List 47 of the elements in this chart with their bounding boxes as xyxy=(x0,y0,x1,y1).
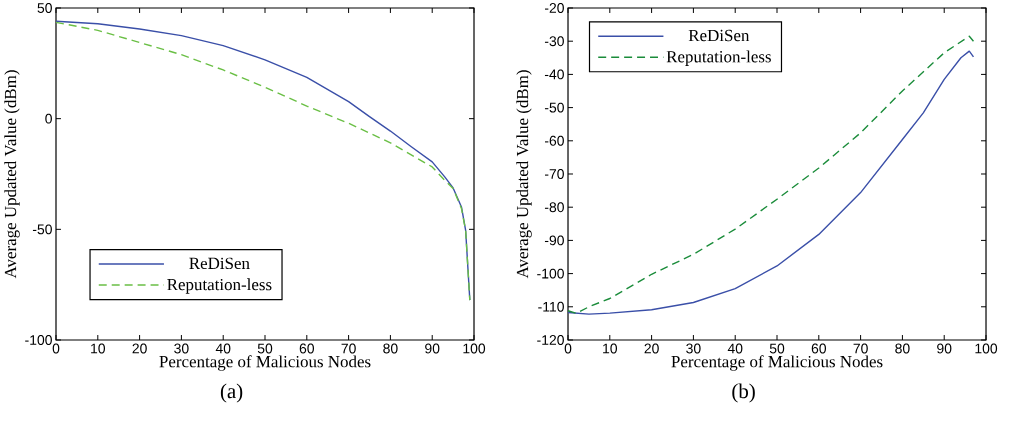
y-tick-label: -20 xyxy=(544,3,564,13)
x-tick-label: 80 xyxy=(383,343,398,354)
x-axis-title: Percentage of Malicious Nodes xyxy=(159,355,371,371)
y-tick-label: -30 xyxy=(544,36,564,47)
y-tick-label: 0 xyxy=(45,113,52,124)
x-tick-label: 30 xyxy=(174,343,189,354)
text: (a) xyxy=(220,383,243,403)
x-tick-label: 0 xyxy=(564,343,572,354)
y-tick-label: -90 xyxy=(544,235,564,246)
legend-label: ReDiSen xyxy=(688,29,750,42)
y-axis-title: Average Updated Value (dBm) xyxy=(4,70,20,279)
y-tick-label: -100 xyxy=(537,268,564,279)
y-axis-title: Average Updated Value (dBm) xyxy=(516,70,532,279)
y-tick-label: -100 xyxy=(25,335,52,345)
x-tick-label: 50 xyxy=(257,343,273,354)
x-tick-label: 30 xyxy=(686,343,701,354)
x-tick-label: 70 xyxy=(341,343,356,354)
x-tick-label: 100 xyxy=(975,343,998,354)
y-tick-label: 50 xyxy=(37,3,52,13)
legend-label: Reputation-less xyxy=(666,50,771,66)
x-tick-label: 40 xyxy=(215,343,231,354)
x-tick-label: 0 xyxy=(52,343,60,354)
y-tick-label: -80 xyxy=(544,202,564,213)
x-tick-label: 90 xyxy=(425,343,440,354)
legend-label: Reputation-less xyxy=(167,278,272,294)
y-tick-label: -50 xyxy=(544,102,564,113)
x-tick-label: 50 xyxy=(769,343,785,354)
y-tick-label: -110 xyxy=(538,301,564,312)
y-tick-label: -70 xyxy=(544,169,564,179)
x-tick-label: 20 xyxy=(644,343,659,354)
y-tick-label: -50 xyxy=(32,224,52,235)
x-tick-label: 70 xyxy=(853,343,868,354)
x-tick-label: 90 xyxy=(937,343,952,354)
legend-label: ReDiSen xyxy=(189,257,250,270)
x-tick-label: 60 xyxy=(811,343,827,354)
x-tick-label: 60 xyxy=(299,343,315,354)
text: (b) xyxy=(732,383,755,403)
y-tick-label: -120 xyxy=(537,335,564,345)
x-tick-label: 80 xyxy=(895,343,910,354)
x-tick-label: 40 xyxy=(727,343,743,354)
y-tick-label: -60 xyxy=(544,135,564,146)
x-tick-label: 20 xyxy=(132,343,147,354)
x-tick-label: 10 xyxy=(603,343,618,354)
x-tick-label: 10 xyxy=(91,343,106,354)
y-tick-label: -40 xyxy=(544,69,564,80)
x-axis-title: Percentage of Malicious Nodes xyxy=(671,355,883,371)
x-tick-label: 100 xyxy=(463,343,486,354)
